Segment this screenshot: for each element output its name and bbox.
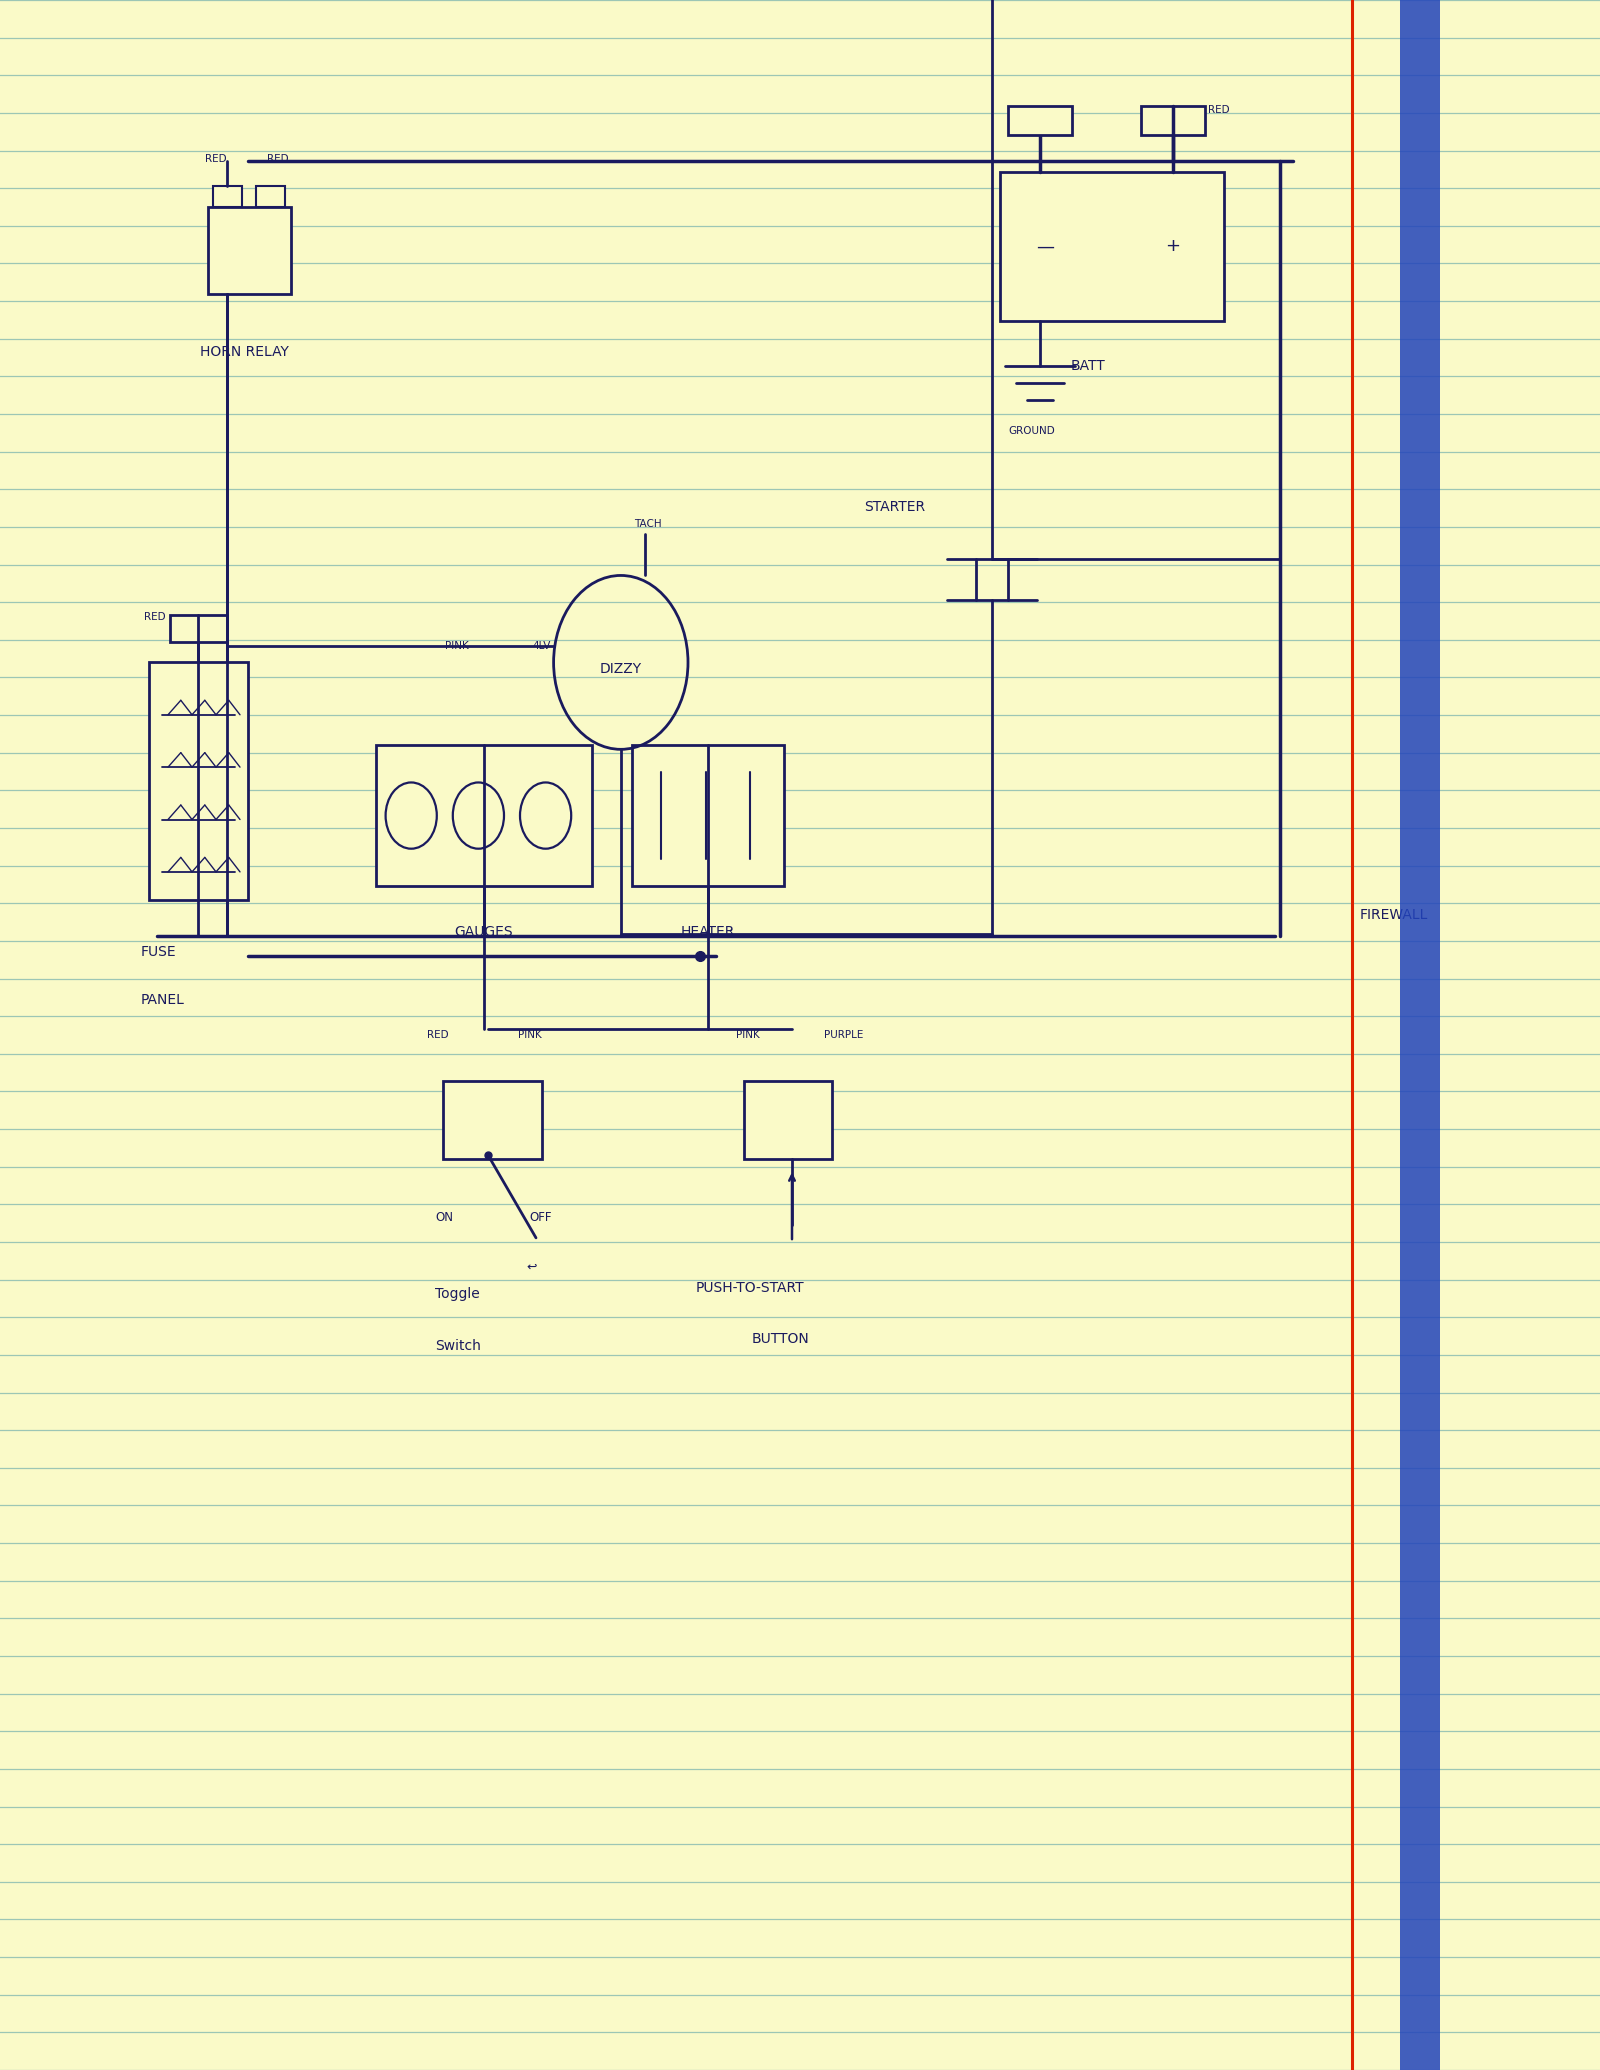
Text: GAUGES: GAUGES	[454, 925, 514, 938]
Bar	[443, 1081, 542, 1159]
Text: RED: RED	[427, 1031, 450, 1039]
Text: RED: RED	[267, 155, 290, 164]
Text: OFF: OFF	[530, 1211, 552, 1223]
Text: PINK: PINK	[736, 1031, 760, 1039]
Text: BATT: BATT	[1070, 360, 1106, 373]
Bar	[1141, 106, 1205, 135]
Text: RED: RED	[144, 613, 166, 621]
Text: BUTTON: BUTTON	[752, 1333, 810, 1346]
Text: RED: RED	[205, 155, 227, 164]
Text: PANEL: PANEL	[141, 994, 184, 1006]
Text: HEATER: HEATER	[682, 925, 734, 938]
Bar	[1008, 106, 1072, 135]
Text: RED: RED	[1208, 106, 1230, 114]
Bar	[1000, 172, 1224, 321]
Text: +: +	[1165, 238, 1181, 255]
Bar	[256, 186, 285, 207]
Text: PINK: PINK	[445, 642, 469, 650]
Bar	[170, 615, 227, 642]
Text: —: —	[1035, 238, 1054, 255]
Text: ↩: ↩	[526, 1261, 536, 1273]
Text: ON: ON	[435, 1211, 453, 1223]
Bar	[1400, 0, 1440, 2070]
Bar	[376, 745, 592, 886]
Text: FIREWALL: FIREWALL	[1360, 909, 1429, 921]
Text: HORN RELAY: HORN RELAY	[200, 346, 290, 358]
Text: PURPLE: PURPLE	[824, 1031, 864, 1039]
Text: 4LV: 4LV	[533, 642, 550, 650]
Text: GROUND: GROUND	[1008, 426, 1056, 435]
Text: PUSH-TO-START: PUSH-TO-START	[696, 1281, 805, 1294]
Bar	[744, 1081, 832, 1159]
Bar	[632, 745, 784, 886]
Bar	[213, 186, 242, 207]
Text: Toggle: Toggle	[435, 1288, 480, 1300]
Text: DIZZY: DIZZY	[600, 662, 642, 675]
Text: Switch: Switch	[435, 1339, 482, 1352]
Bar	[149, 662, 248, 900]
Bar	[208, 207, 291, 294]
Text: PINK: PINK	[518, 1031, 542, 1039]
Text: TACH: TACH	[634, 520, 661, 528]
Text: FUSE: FUSE	[141, 946, 176, 958]
Text: STARTER: STARTER	[864, 501, 925, 513]
